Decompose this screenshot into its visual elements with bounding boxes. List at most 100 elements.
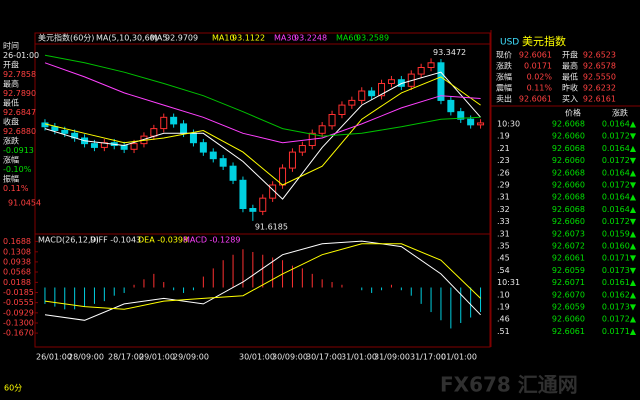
x-tick-label: 30/09:00 bbox=[272, 353, 308, 362]
tick-time: .51 bbox=[497, 327, 510, 336]
candle-body bbox=[328, 114, 336, 127]
candle-body bbox=[249, 208, 257, 212]
tick-change: 0.0172▼ bbox=[602, 217, 637, 226]
candle-body bbox=[338, 104, 346, 115]
tick-time: .21 bbox=[497, 144, 510, 153]
candle-body bbox=[368, 90, 376, 97]
tick-time: .35 bbox=[497, 242, 510, 251]
tick-change: 0.0161▲ bbox=[602, 278, 637, 287]
info-label: 时间 bbox=[3, 41, 19, 51]
tick-change: 0.0164▲ bbox=[602, 120, 637, 129]
tick-change: 0.0164▲ bbox=[602, 168, 637, 177]
tick-price: 92.6068 bbox=[552, 168, 585, 177]
quote-value: 92.6232 bbox=[583, 84, 616, 93]
tick-price: 92.6061 bbox=[552, 254, 585, 263]
candle-body bbox=[239, 179, 247, 210]
candle-body bbox=[160, 116, 168, 130]
quote-name: 美元指数 bbox=[522, 34, 566, 48]
candle-body bbox=[477, 122, 485, 126]
candle-body bbox=[199, 142, 207, 153]
x-tick-label: 30/17:00 bbox=[306, 353, 342, 362]
diff-label: DIFF -0.1043 bbox=[90, 236, 141, 245]
info-label: 开盘 bbox=[3, 60, 19, 70]
macd-label: MACD -0.1289 bbox=[183, 236, 240, 245]
tick-time: .31 bbox=[497, 193, 510, 202]
candle-body bbox=[150, 128, 158, 137]
tick-price: 92.6061 bbox=[552, 327, 585, 336]
candle-body bbox=[427, 62, 435, 68]
y-tick-label: -0.0555 bbox=[3, 298, 34, 307]
quote-label: 涨跌 bbox=[496, 61, 512, 71]
ma-name: MA60 bbox=[336, 34, 359, 43]
period[interactable]: 60分 bbox=[4, 384, 22, 393]
indicator-line bbox=[44, 76, 481, 186]
candle-body bbox=[209, 151, 217, 160]
quote-value: 92.6523 bbox=[583, 51, 616, 60]
x-tick-label: 31/09:00 bbox=[374, 353, 410, 362]
candle-body bbox=[189, 132, 197, 144]
candle-body bbox=[447, 99, 455, 113]
chart-title: 美元指数(60分) bbox=[38, 33, 94, 43]
candle-body bbox=[288, 151, 296, 169]
tick-time: .19 bbox=[497, 303, 510, 312]
tick-price: 92.6068 bbox=[552, 120, 585, 129]
indicator-line bbox=[44, 243, 481, 310]
x-tick-label: 28/09:00 bbox=[68, 353, 104, 362]
x-tick-label: 30/01:00 bbox=[239, 353, 275, 362]
tick-change: 0.0160▲ bbox=[602, 242, 637, 251]
ma-value: 93.2248 bbox=[294, 34, 327, 43]
ma-name: MA10 bbox=[212, 34, 235, 43]
quote-label: 最高 bbox=[562, 61, 578, 71]
ma-name: MA5 bbox=[150, 34, 167, 43]
x-tick-label: 29/01:00 bbox=[139, 353, 175, 362]
quote-value: 92.5550 bbox=[583, 73, 616, 82]
candle-body bbox=[387, 79, 395, 84]
tick-change: 0.0173▼ bbox=[602, 266, 637, 275]
ma-value: 93.2589 bbox=[356, 34, 389, 43]
tick-price: 92.6070 bbox=[552, 290, 585, 299]
tick-time: .32 bbox=[497, 205, 510, 214]
candle-body bbox=[259, 197, 267, 212]
tick-change: 0.0164▲ bbox=[602, 205, 637, 214]
tick-time: .31 bbox=[497, 229, 510, 238]
tick-time: .33 bbox=[497, 217, 510, 226]
x-tick-label: 01/01:00 bbox=[441, 353, 477, 362]
chart-frame bbox=[34, 32, 491, 348]
high-annotation: 93.3472 bbox=[433, 48, 466, 57]
x-tick-label: 31/17:00 bbox=[410, 353, 446, 362]
tick-change: 0.0172▼ bbox=[602, 181, 637, 190]
tick-time: .54 bbox=[497, 266, 510, 275]
y-tick-label: -0.0185 bbox=[3, 288, 34, 297]
candle-body bbox=[61, 129, 69, 134]
tick-time: 10:30 bbox=[497, 120, 520, 129]
tick-change: 0.0159▲ bbox=[602, 229, 637, 238]
tick-change: 0.0172▼ bbox=[602, 156, 637, 165]
candle-body bbox=[120, 145, 128, 150]
info-value: 92.6847 bbox=[3, 108, 36, 117]
indicator-line bbox=[44, 54, 481, 137]
tick-change: 0.0173▼ bbox=[602, 303, 637, 312]
tick-price: 92.6060 bbox=[552, 132, 585, 141]
tick-change: 0.0171▲ bbox=[602, 327, 637, 336]
tick-time: 10:31 bbox=[497, 278, 520, 287]
indicator-line bbox=[44, 62, 481, 144]
dea-label: DEA -0.0398 bbox=[138, 236, 188, 245]
macd-title: MACD(26,12,9) bbox=[38, 236, 99, 245]
tick-time: .45 bbox=[497, 254, 510, 263]
ma-label: MA(5,10,30,60) bbox=[96, 34, 158, 43]
indicator-line bbox=[44, 240, 481, 321]
info-value: 92.7890 bbox=[3, 89, 36, 98]
candle-body bbox=[318, 125, 326, 134]
candle-body bbox=[358, 90, 366, 101]
quote-label: 买入 bbox=[562, 95, 578, 104]
tick-change: 0.0171▼ bbox=[602, 254, 637, 263]
tick-price: 92.6068 bbox=[552, 193, 585, 202]
info-label: 涨幅 bbox=[3, 155, 19, 165]
tick-time: .46 bbox=[497, 315, 510, 324]
x-tick-label: 28/17:00 bbox=[108, 353, 144, 362]
x-tick-label: 26/01:00 bbox=[36, 353, 72, 362]
tick-time: .23 bbox=[497, 156, 510, 165]
tick-change: 0.0164▲ bbox=[602, 144, 637, 153]
